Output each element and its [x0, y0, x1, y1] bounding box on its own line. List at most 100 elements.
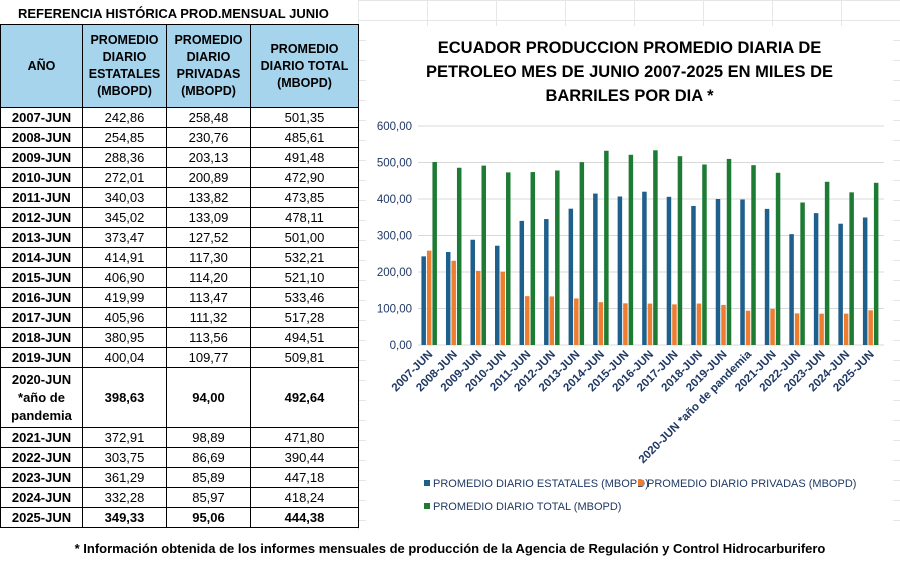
table-row: 2013-JUN 373,47 127,52 501,00 [0, 227, 359, 248]
cell-year: 2012-JUN [0, 207, 83, 228]
bar-private [647, 303, 653, 345]
table-row: 2019-JUN 400,04 109,77 509,81 [0, 347, 359, 368]
bar-state [764, 208, 770, 345]
y-tick-label: 300,00 [377, 231, 412, 243]
cell-year: 2009-JUN [0, 147, 83, 168]
cell-private: 114,20 [166, 267, 251, 288]
table-row: 2008-JUN 254,85 230,76 485,61 [0, 127, 359, 148]
cell-total: 444,38 [250, 507, 359, 528]
cell-total: 494,51 [250, 327, 359, 348]
table-row: 2007-JUN 242,86 258,48 501,35 [0, 107, 359, 128]
bar-private [549, 296, 555, 345]
cell-private: 98,89 [166, 427, 251, 448]
bar-private [500, 271, 506, 345]
bar-total [726, 158, 732, 345]
table-row: 2025-JUN 349,33 95,06 444,38 [0, 507, 359, 528]
bar-private [721, 304, 726, 345]
bar-private [451, 260, 456, 345]
cell-year: 2014-JUN [0, 247, 83, 268]
bar-state [691, 205, 696, 345]
cell-year: 2010-JUN [0, 167, 83, 188]
cell-state: 398,63 [82, 367, 167, 428]
bar-state [813, 213, 819, 345]
bar-total [824, 181, 830, 345]
bar-state [544, 219, 549, 345]
bar-total [604, 150, 609, 345]
cell-year: 2021-JUN [0, 427, 83, 448]
bar-total [677, 156, 683, 345]
cell-private: 95,06 [166, 507, 251, 528]
cell-private: 113,56 [166, 327, 251, 348]
legend-label: PROMEDIO DIARIO PRIVADAS (MBOPD) [647, 478, 856, 490]
table-row: 2023-JUN 361,29 85,89 447,18 [0, 467, 359, 488]
cell-state: 288,36 [82, 147, 167, 168]
bar-private [794, 313, 800, 345]
bar-private [475, 270, 481, 345]
bar-total [530, 172, 536, 345]
cell-private: 203,13 [166, 147, 251, 168]
cell-state: 405,96 [82, 307, 167, 328]
legend-swatch [638, 480, 644, 486]
cell-total: 521,10 [250, 267, 359, 288]
bar-total [506, 172, 511, 345]
bar-private [598, 302, 604, 345]
bar-state [568, 208, 574, 345]
bar-private [770, 308, 775, 345]
chart-title: ECUADOR PRODUCCION PROMEDIO DIARIA DE PE… [425, 39, 834, 105]
cell-total: 478,11 [250, 207, 359, 228]
bar-state [470, 239, 475, 345]
bar-state [715, 198, 721, 345]
bar-total [873, 182, 879, 345]
table-row: 2009-JUN 288,36 203,13 491,48 [0, 147, 359, 168]
cell-state: 372,91 [82, 427, 167, 448]
cell-state: 400,04 [82, 347, 167, 368]
cell-state: 345,02 [82, 207, 167, 228]
bar-total [702, 164, 707, 345]
header-private: PROMEDIO DIARIO PRIVADAS (MBOPD) [166, 24, 251, 108]
bar-total [555, 170, 560, 345]
cell-year: 2015-JUN [0, 267, 83, 288]
y-tick-label: 100,00 [377, 304, 412, 316]
cell-private: 86,69 [166, 447, 251, 468]
bar-state [445, 251, 451, 345]
bar-state [862, 217, 868, 345]
cell-private: 133,09 [166, 207, 251, 228]
cell-year: 2025-JUN [0, 507, 83, 528]
header-state: PROMEDIO DIARIO ESTATALES (MBOPD) [82, 24, 167, 108]
cell-total: 471,80 [250, 427, 359, 448]
bar-private [672, 304, 677, 345]
bar-private [574, 298, 579, 345]
bar-total [628, 154, 634, 345]
bar-private [525, 296, 530, 345]
bar-total [653, 150, 658, 345]
cell-year: 2011-JUN [0, 187, 83, 208]
header-year: AÑO [0, 24, 83, 108]
cell-state: 414,91 [82, 247, 167, 268]
table-row: 2015-JUN 406,90 114,20 521,10 [0, 267, 359, 288]
cell-total: 491,48 [250, 147, 359, 168]
cell-total: 472,90 [250, 167, 359, 188]
bar-state [838, 223, 843, 345]
cell-year: 2020-JUN *año de pandemia [0, 367, 83, 428]
bar-total [579, 162, 585, 345]
table-row: 2018-JUN 380,95 113,56 494,51 [0, 327, 359, 348]
production-table: AÑO PROMEDIO DIARIO ESTATALES (MBOPD) PR… [0, 24, 359, 528]
bar-state [617, 196, 623, 345]
cell-total: 418,24 [250, 487, 359, 508]
cell-year: 2024-JUN [0, 487, 83, 508]
bar-total [432, 162, 437, 345]
y-tick-label: 500,00 [377, 158, 412, 170]
cell-state: 419,99 [82, 287, 167, 308]
bar-private [819, 313, 824, 345]
cell-private: 117,30 [166, 247, 251, 268]
header-total: PROMEDIO DIARIO TOTAL (MBOPD) [250, 24, 359, 108]
cell-private: 258,48 [166, 107, 251, 128]
bar-total [775, 172, 781, 345]
cell-private: 127,52 [166, 227, 251, 248]
chart-panel: ECUADOR PRODUCCION PROMEDIO DIARIA DE PE… [366, 26, 893, 530]
bar-chart: 0,00 100,00 200,00 300,00 400,00 500,00 600,00… [377, 121, 884, 513]
cell-year: 2007-JUN [0, 107, 83, 128]
table-row: 2012-JUN 345,02 133,09 478,11 [0, 207, 359, 228]
legend-label: PROMEDIO DIARIO ESTATALES (MBOPD) [433, 478, 649, 490]
bar-private [426, 250, 432, 345]
